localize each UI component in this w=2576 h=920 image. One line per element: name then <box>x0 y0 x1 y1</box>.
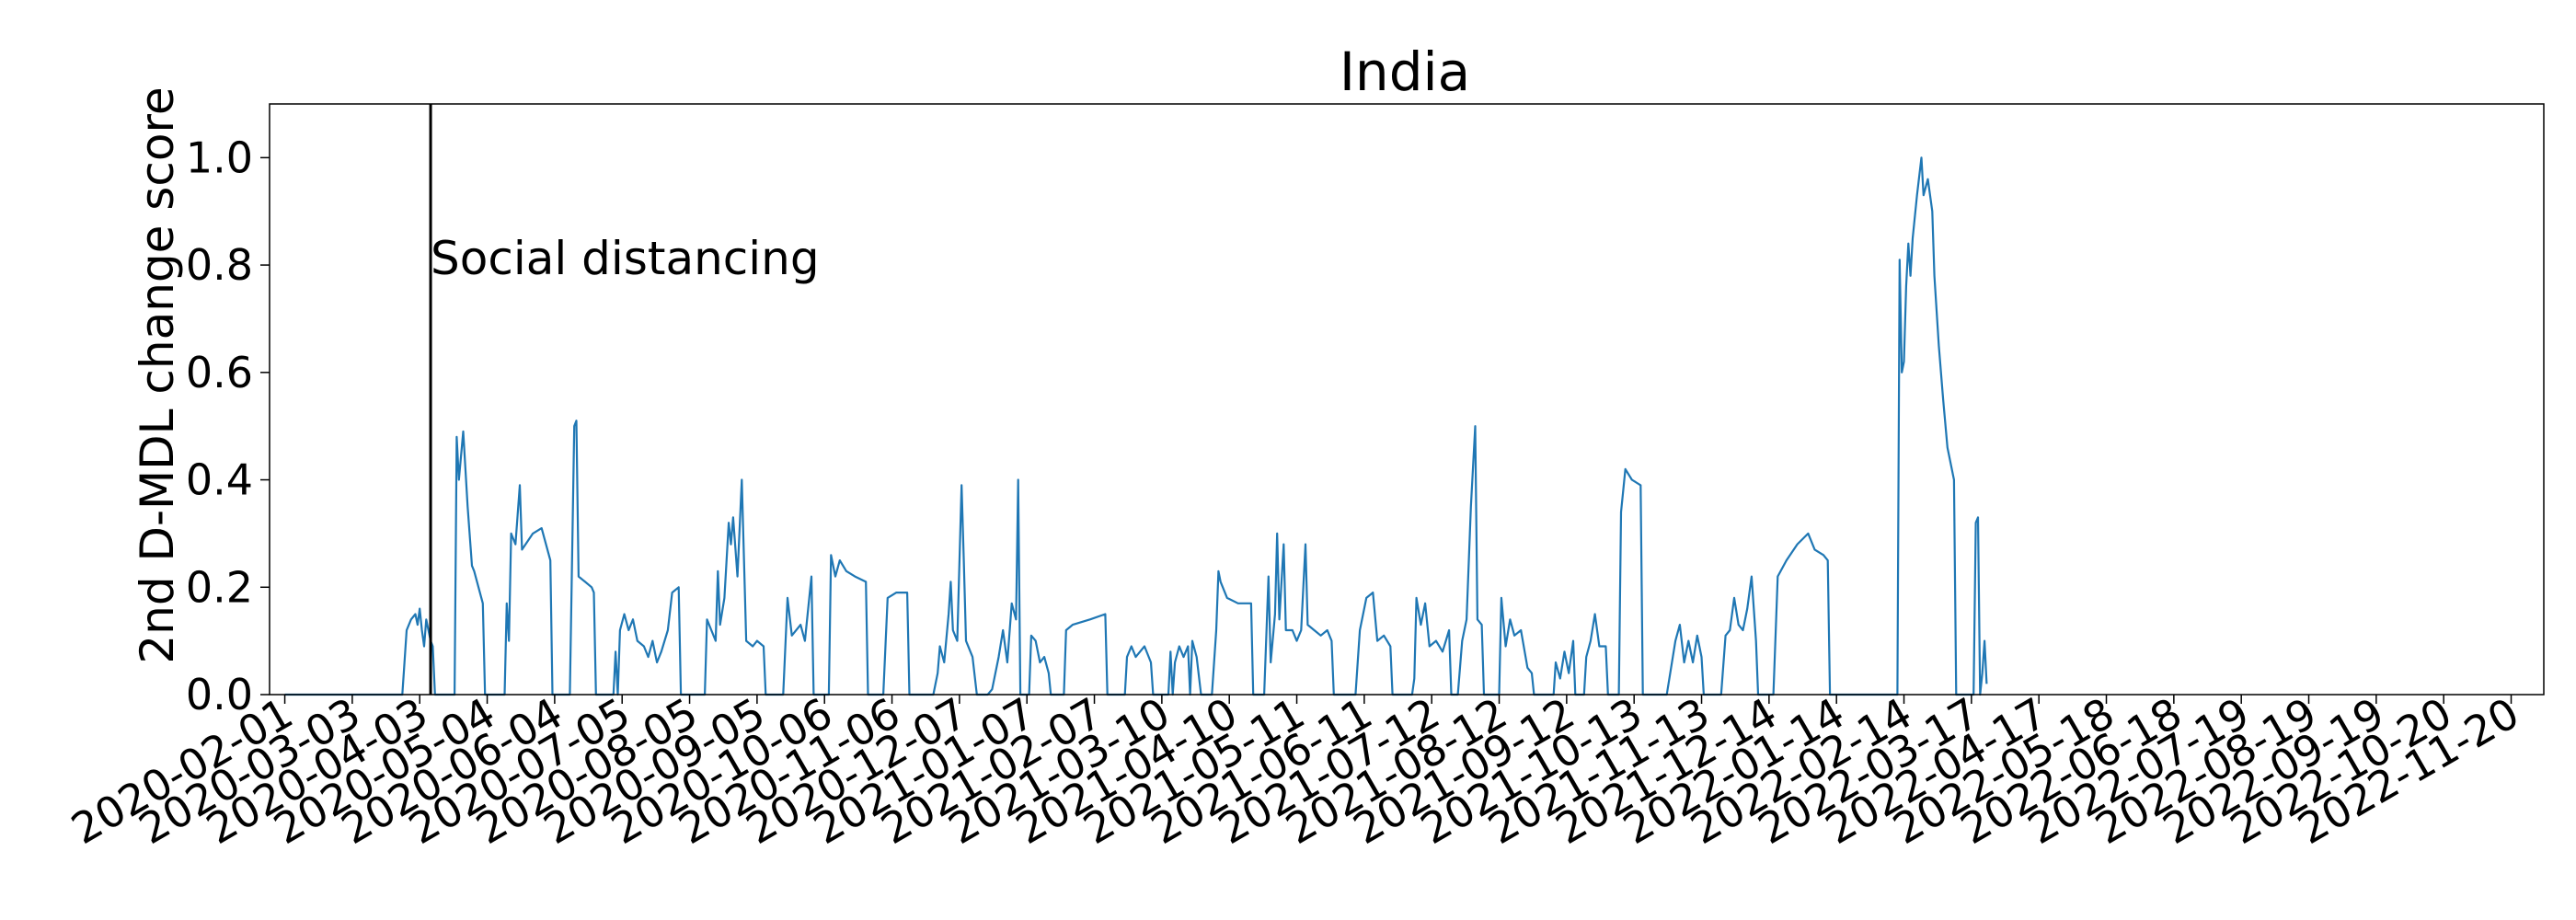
y-tick-label: 0.0 <box>186 670 253 719</box>
x-axis: 2020-02-012020-03-032020-04-032020-05-04… <box>63 688 2527 854</box>
y-axis-label: 2nd D-MDL change score <box>131 86 184 663</box>
annotation-label: Social distancing <box>431 232 820 285</box>
y-tick-label: 0.4 <box>186 455 253 505</box>
y-axis: 0.0 0.2 0.4 0.6 0.8 1.0 <box>186 132 270 719</box>
y-tick-label: 0.6 <box>186 348 253 397</box>
y-tick-label: 1.0 <box>186 132 253 182</box>
plot-frame <box>269 103 2545 696</box>
chart-title: India <box>1340 40 1470 103</box>
y-tick-label: 0.2 <box>186 562 253 612</box>
annotation: Social distancing <box>429 104 820 695</box>
y-tick-label: 0.8 <box>186 240 253 290</box>
